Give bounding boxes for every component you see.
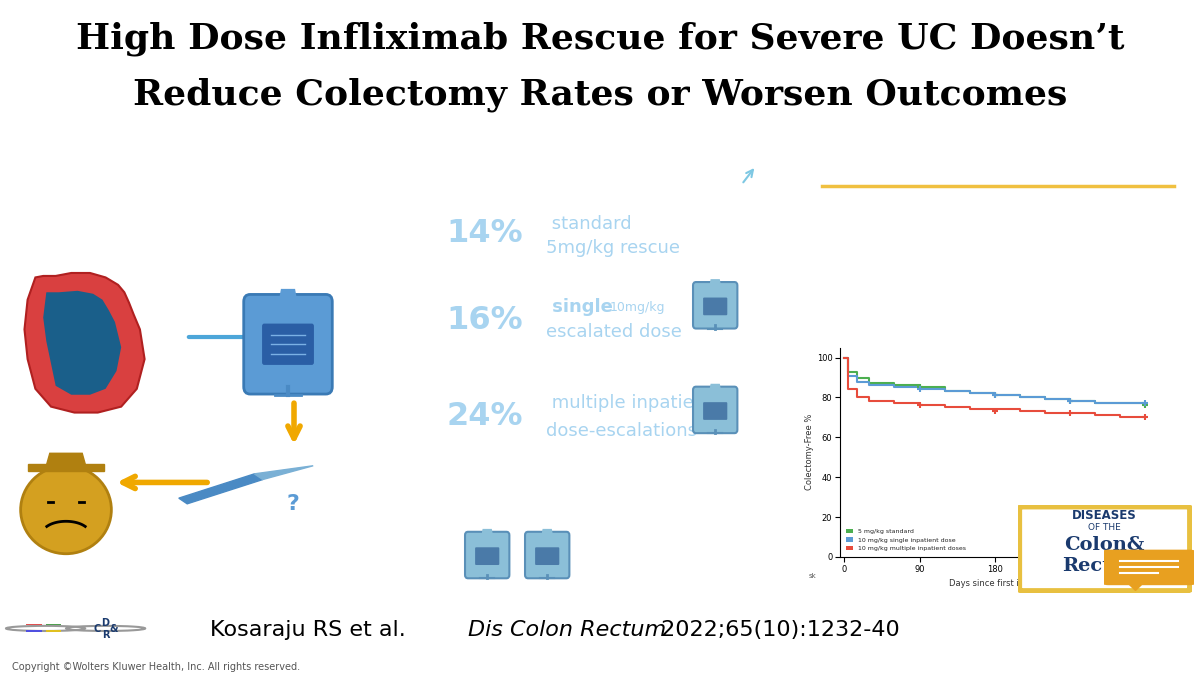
Text: standard: standard (546, 215, 631, 234)
Polygon shape (28, 464, 103, 471)
Text: 14%: 14% (446, 218, 523, 249)
Polygon shape (710, 280, 720, 286)
Text: High Dose Infliximab Rescue for Severe UC Doesn’t: High Dose Infliximab Rescue for Severe U… (76, 22, 1124, 56)
Text: infliximab rescue 2008-20: infliximab rescue 2008-20 (80, 208, 316, 226)
FancyBboxPatch shape (694, 282, 737, 329)
FancyBboxPatch shape (1102, 549, 1196, 585)
Text: dose-escalations: dose-escalations (546, 422, 697, 440)
Text: 3-mo colectomy in*:: 3-mo colectomy in*: (482, 159, 718, 179)
Polygon shape (47, 454, 85, 465)
Y-axis label: Colectomy-Free %: Colectomy-Free % (805, 414, 814, 491)
Text: R: R (102, 630, 109, 641)
Bar (46, 624, 61, 625)
Text: single: single (546, 298, 619, 317)
Polygon shape (179, 474, 263, 504)
Text: *all not significant: *all not significant (636, 572, 750, 585)
Text: w/ multiple doses:: w/ multiple doses: (892, 159, 1108, 179)
Bar (26, 630, 42, 632)
X-axis label: Days since first infusion: Days since first infusion (949, 579, 1049, 588)
Text: 5mg/kg rescue: 5mg/kg rescue (546, 239, 680, 257)
Text: ?: ? (287, 494, 300, 514)
Text: Dis Colon Rectum: Dis Colon Rectum (468, 620, 666, 640)
Bar (46, 630, 61, 632)
Text: Rectum: Rectum (1062, 558, 1147, 575)
Text: at single institution:: at single institution: (108, 255, 288, 273)
Text: D: D (102, 618, 109, 628)
FancyBboxPatch shape (694, 387, 737, 433)
Text: Reduce Colectomy Rates or Worsen Outcomes: Reduce Colectomy Rates or Worsen Outcome… (133, 78, 1067, 112)
Text: 16%: 16% (446, 305, 523, 336)
Legend: 5 mg/kg standard, 10 mg/kg single inpatient dose, 10 mg/kg multiple inpatient do: 5 mg/kg standard, 10 mg/kg single inpati… (844, 526, 968, 554)
Text: during: during (840, 246, 904, 264)
Text: Higher rate colectomy: Higher rate colectomy (899, 213, 1100, 231)
Text: Complications Compared: Complications Compared (102, 571, 294, 586)
Text: sk: sk (809, 573, 816, 578)
Text: 24%: 24% (446, 401, 523, 432)
Text: n=145 adult patients got: n=145 adult patients got (84, 161, 312, 179)
FancyBboxPatch shape (535, 547, 559, 565)
Text: Kosaraju RS et al.: Kosaraju RS et al. (210, 620, 413, 640)
Polygon shape (24, 273, 145, 412)
Text: initial: initial (910, 246, 967, 264)
Text: OF THE: OF THE (1088, 523, 1121, 532)
FancyBboxPatch shape (466, 532, 509, 578)
FancyBboxPatch shape (244, 294, 332, 394)
Polygon shape (542, 530, 552, 535)
Polygon shape (482, 530, 492, 535)
Bar (26, 624, 42, 625)
FancyBboxPatch shape (262, 323, 314, 365)
Text: DISEASES: DISEASES (1073, 509, 1136, 522)
Text: major complications): major complications) (905, 309, 1094, 327)
Text: escalated dose: escalated dose (546, 323, 682, 342)
Polygon shape (710, 385, 720, 390)
Polygon shape (1127, 582, 1145, 591)
FancyBboxPatch shape (703, 402, 727, 420)
Circle shape (20, 466, 112, 554)
Text: hospital stay: hospital stay (984, 246, 1105, 264)
Text: Copyright ©Wolters Kluwer Health, Inc. All rights reserved.: Copyright ©Wolters Kluwer Health, Inc. A… (12, 662, 300, 672)
Text: (but no difference in: (but no difference in (907, 279, 1092, 297)
FancyBboxPatch shape (526, 532, 569, 578)
FancyBboxPatch shape (703, 298, 727, 315)
Polygon shape (254, 466, 313, 479)
Text: Colon&: Colon& (1064, 536, 1145, 554)
Text: &: & (109, 624, 119, 634)
Text: 2022;65(10):1232-40: 2022;65(10):1232-40 (654, 620, 900, 640)
FancyBboxPatch shape (1019, 507, 1190, 591)
Polygon shape (280, 290, 296, 302)
Text: multiple inpatient: multiple inpatient (546, 394, 712, 412)
FancyBboxPatch shape (475, 547, 499, 565)
Text: C: C (94, 624, 101, 634)
Polygon shape (43, 291, 121, 395)
Text: Colectomy Rates & Postop: Colectomy Rates & Postop (97, 543, 299, 558)
Text: 10mg/kg: 10mg/kg (610, 301, 665, 314)
